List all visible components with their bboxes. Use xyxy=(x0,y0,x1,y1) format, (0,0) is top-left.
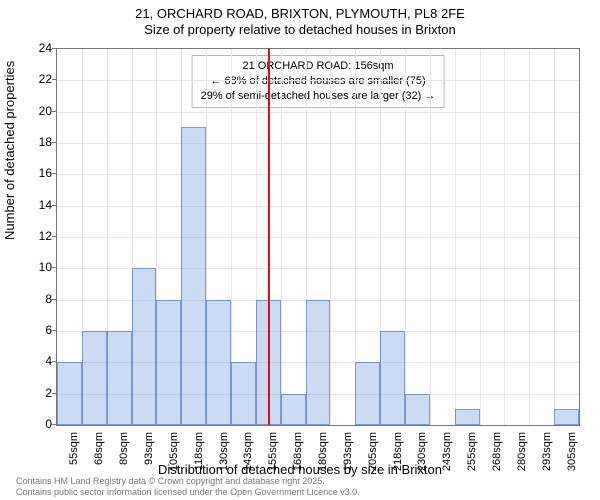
y-tick xyxy=(52,79,56,80)
y-tick-label: 16 xyxy=(24,166,52,180)
gridline-h xyxy=(57,237,579,238)
y-tick xyxy=(52,142,56,143)
y-tick xyxy=(52,173,56,174)
gridline-v xyxy=(554,49,555,425)
histogram-bar xyxy=(380,331,405,425)
footer-line-2: Contains public sector information licen… xyxy=(16,487,360,498)
annotation-line-1: 21 ORCHARD ROAD: 156sqm xyxy=(201,59,436,74)
x-tick-label: 143sqm xyxy=(242,432,254,482)
property-size-chart: 21, ORCHARD ROAD, BRIXTON, PLYMOUTH, PL8… xyxy=(0,0,600,500)
gridline-v xyxy=(405,49,406,425)
gridline-h xyxy=(57,112,579,113)
y-tick-label: 20 xyxy=(24,104,52,118)
histogram-bar xyxy=(206,300,231,425)
y-tick-label: 12 xyxy=(24,229,52,243)
histogram-bar xyxy=(82,331,107,425)
gridline-h xyxy=(57,143,579,144)
y-tick-label: 0 xyxy=(24,417,52,431)
x-tick-label: 93sqm xyxy=(143,432,155,482)
gridline-v xyxy=(455,49,456,425)
y-axis-title: Number of detached properties xyxy=(2,61,17,240)
x-tick-label: 55sqm xyxy=(68,432,80,482)
y-tick xyxy=(52,361,56,362)
x-tick-label: 255sqm xyxy=(466,432,478,482)
gridline-h xyxy=(57,80,579,81)
x-tick-label: 218sqm xyxy=(392,432,404,482)
x-tick-label: 243sqm xyxy=(441,432,453,482)
y-tick xyxy=(52,393,56,394)
histogram-bar xyxy=(181,127,206,425)
x-tick-label: 155sqm xyxy=(267,432,279,482)
x-tick-label: 168sqm xyxy=(292,432,304,482)
x-tick-label: 68sqm xyxy=(93,432,105,482)
histogram-bar xyxy=(355,362,380,425)
x-tick-label: 205sqm xyxy=(367,432,379,482)
histogram-bar xyxy=(554,409,579,425)
y-tick-label: 24 xyxy=(24,41,52,55)
y-tick xyxy=(52,48,56,49)
x-tick-label: 280sqm xyxy=(516,432,528,482)
y-tick-label: 8 xyxy=(24,292,52,306)
chart-title: 21, ORCHARD ROAD, BRIXTON, PLYMOUTH, PL8… xyxy=(0,6,600,39)
x-tick-label: 193sqm xyxy=(342,432,354,482)
y-tick-label: 22 xyxy=(24,72,52,86)
y-tick xyxy=(52,236,56,237)
histogram-bar xyxy=(156,300,181,425)
histogram-bar xyxy=(281,394,306,425)
y-tick-label: 10 xyxy=(24,260,52,274)
x-tick-label: 305sqm xyxy=(566,432,578,482)
x-tick-label: 180sqm xyxy=(317,432,329,482)
x-tick-label: 268sqm xyxy=(491,432,503,482)
gridline-v xyxy=(281,49,282,425)
histogram-bar xyxy=(306,300,331,425)
histogram-bar xyxy=(231,362,256,425)
histogram-bar xyxy=(107,331,132,425)
histogram-bar xyxy=(455,409,480,425)
y-tick-label: 6 xyxy=(24,323,52,337)
histogram-bar xyxy=(57,362,82,425)
annotation-line-3: 29% of semi-detached houses are larger (… xyxy=(201,89,436,104)
gridline-v xyxy=(529,49,530,425)
gridline-h xyxy=(57,206,579,207)
histogram-bar xyxy=(405,394,430,425)
plot-area: 21 ORCHARD ROAD: 156sqm ← 68% of detache… xyxy=(56,48,580,426)
title-line-2: Size of property relative to detached ho… xyxy=(0,22,600,38)
x-tick-label: 80sqm xyxy=(118,432,130,482)
y-tick xyxy=(52,111,56,112)
y-tick-label: 4 xyxy=(24,354,52,368)
y-tick xyxy=(52,330,56,331)
gridline-h xyxy=(57,174,579,175)
y-tick-label: 18 xyxy=(24,135,52,149)
y-tick xyxy=(52,424,56,425)
reference-line xyxy=(268,49,270,425)
x-tick-label: 230sqm xyxy=(416,432,428,482)
y-tick xyxy=(52,299,56,300)
x-tick-label: 293sqm xyxy=(541,432,553,482)
x-tick-label: 130sqm xyxy=(218,432,230,482)
y-tick xyxy=(52,205,56,206)
gridline-v xyxy=(330,49,331,425)
x-tick-label: 105sqm xyxy=(168,432,180,482)
title-line-1: 21, ORCHARD ROAD, BRIXTON, PLYMOUTH, PL8… xyxy=(0,6,600,22)
y-tick-label: 2 xyxy=(24,386,52,400)
gridline-v xyxy=(480,49,481,425)
gridline-v xyxy=(504,49,505,425)
y-tick-label: 14 xyxy=(24,198,52,212)
y-tick xyxy=(52,267,56,268)
gridline-v xyxy=(430,49,431,425)
histogram-bar xyxy=(132,268,157,425)
x-tick-label: 118sqm xyxy=(193,432,205,482)
